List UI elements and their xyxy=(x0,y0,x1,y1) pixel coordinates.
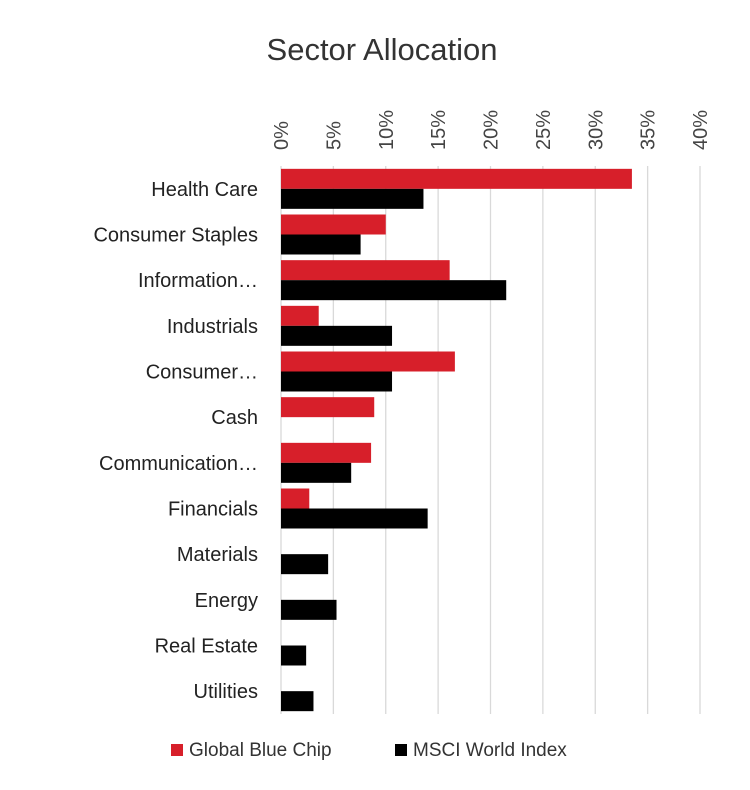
bar-global-blue-chip xyxy=(281,351,455,372)
x-axis-tick-labels: 0% 5% 10% 15% 20% 25% 30% 35% 40% xyxy=(271,110,712,150)
x-tick-label: 35% xyxy=(638,110,660,150)
category-label: Communication… xyxy=(99,453,258,475)
category-label: Consumer… xyxy=(146,362,258,384)
category-label: Real Estate xyxy=(155,636,258,658)
bar-global-blue-chip xyxy=(281,260,450,281)
legend-swatch xyxy=(395,744,407,756)
category-label: Utilities xyxy=(194,681,258,703)
bar-global-blue-chip xyxy=(281,214,386,235)
x-tick-label: 5% xyxy=(323,121,345,150)
category-label: Health Care xyxy=(151,179,258,201)
legend: Global Blue Chip MSCI World Index xyxy=(171,740,567,761)
bar-msci-world-index xyxy=(281,280,507,301)
legend-label: MSCI World Index xyxy=(413,740,567,761)
bar-global-blue-chip xyxy=(281,397,375,418)
bar-msci-world-index xyxy=(281,371,393,392)
chart-title: Sector Allocation xyxy=(267,32,498,67)
bar-msci-world-index xyxy=(281,554,329,575)
bar-msci-world-index xyxy=(281,325,393,346)
legend-msci-world-index: MSCI World Index xyxy=(395,740,567,761)
bar-msci-world-index xyxy=(281,188,424,209)
category-label: Materials xyxy=(177,544,258,566)
bar-msci-world-index xyxy=(281,599,337,620)
legend-label: Global Blue Chip xyxy=(189,740,332,761)
legend-swatch xyxy=(171,744,183,756)
bar-global-blue-chip xyxy=(281,305,319,326)
x-tick-label: 0% xyxy=(271,121,293,150)
category-label: Information… xyxy=(138,270,258,292)
bar-msci-world-index xyxy=(281,645,307,666)
category-label: Consumer Staples xyxy=(93,225,258,247)
bars xyxy=(281,168,632,712)
bar-global-blue-chip xyxy=(281,442,372,463)
bar-msci-world-index xyxy=(281,462,352,483)
x-tick-label: 25% xyxy=(533,110,555,150)
bar-msci-world-index xyxy=(281,691,314,712)
category-label: Cash xyxy=(211,407,258,429)
bar-msci-world-index xyxy=(281,508,428,529)
category-label: Energy xyxy=(195,590,258,612)
x-tick-label: 15% xyxy=(428,110,450,150)
x-tick-label: 40% xyxy=(690,110,712,150)
bar-global-blue-chip xyxy=(281,488,310,509)
x-tick-label: 20% xyxy=(481,110,503,150)
x-tick-label: 10% xyxy=(376,110,398,150)
legend-global-blue-chip: Global Blue Chip xyxy=(171,740,332,761)
grid-lines xyxy=(280,166,701,714)
category-label: Industrials xyxy=(167,316,258,338)
bar-msci-world-index xyxy=(281,234,361,255)
category-label: Financials xyxy=(168,499,258,521)
category-labels: Health Care Consumer Staples Information… I… xyxy=(93,179,258,703)
bar-global-blue-chip xyxy=(281,168,632,189)
x-tick-label: 30% xyxy=(585,110,607,150)
